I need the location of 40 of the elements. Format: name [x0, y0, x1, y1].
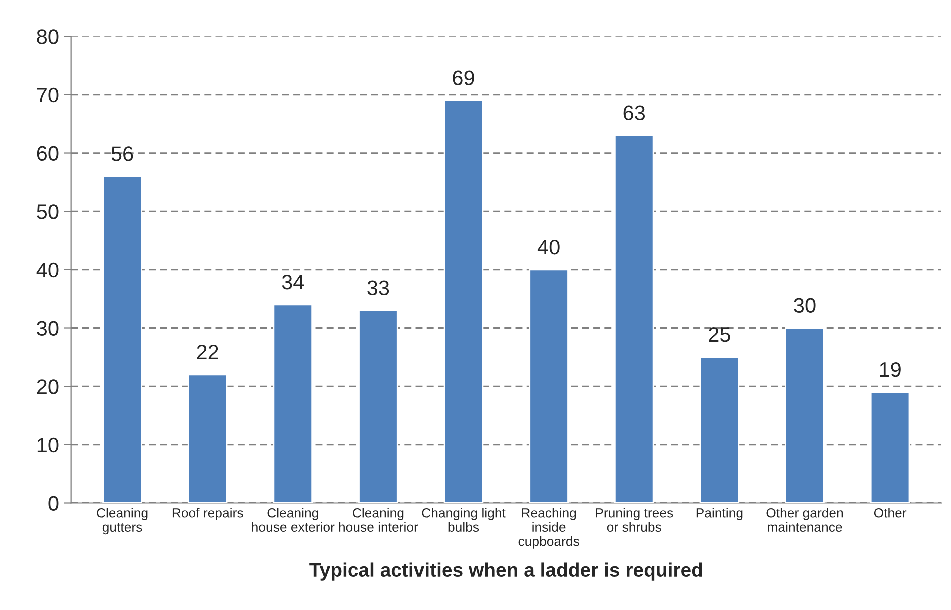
y-tick-label: 0 [48, 496, 59, 512]
bar [870, 392, 910, 504]
x-tick-label: Other garden maintenance [766, 508, 844, 532]
data-label: 63 [624, 106, 646, 121]
bar [273, 304, 314, 504]
x-tick-label: Cleaning house exterior [252, 508, 335, 532]
data-label: 69 [453, 70, 474, 86]
y-tick-label: 80 [37, 30, 59, 44]
x-tick-label: Roof repairs [172, 508, 244, 520]
bar [102, 176, 142, 504]
data-label: 30 [794, 298, 816, 314]
data-label: 33 [368, 280, 390, 296]
data-label: 22 [197, 344, 218, 360]
bar [529, 269, 569, 504]
bar [358, 310, 398, 504]
x-axis-title: Typical activities when a ladder is required [310, 562, 702, 581]
y-tick-label: 10 [38, 438, 59, 453]
bar [444, 100, 484, 504]
data-label: 34 [282, 274, 304, 290]
data-label: 25 [709, 327, 730, 342]
bar [188, 374, 228, 504]
y-tick-label: 70 [37, 88, 59, 103]
y-tick-label: 50 [37, 204, 59, 220]
x-tick-label: Reaching inside cupboards [518, 508, 580, 549]
x-tick-label: Cleaning house interior [339, 508, 418, 532]
y-tick-label: 60 [37, 146, 59, 162]
bar [785, 328, 825, 504]
bar [614, 135, 654, 504]
x-tick-label: Changing light bulbs [422, 508, 506, 532]
x-tick-label: Cleaning gutters [97, 508, 148, 535]
data-label: 19 [880, 362, 901, 378]
y-tick-label: 20 [37, 380, 59, 394]
bar [700, 356, 740, 504]
data-label: 56 [112, 146, 134, 162]
x-tick-label: Pruning trees or shrubs [596, 508, 674, 532]
x-tick-label: Other [874, 508, 907, 518]
x-tick-label: Painting [696, 508, 743, 520]
y-tick-label: 30 [37, 321, 59, 336]
y-tick-label: 40 [36, 262, 59, 278]
data-label: 40 [538, 240, 560, 255]
